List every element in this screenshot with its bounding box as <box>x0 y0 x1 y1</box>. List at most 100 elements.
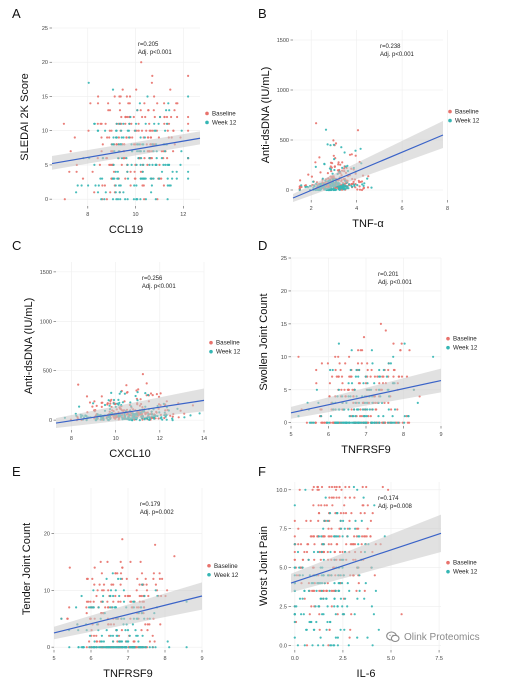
data-point-baseline <box>63 198 66 201</box>
data-point-week12 <box>319 415 323 418</box>
confidence-band <box>291 514 441 593</box>
data-point-week12 <box>336 535 340 538</box>
y-tick-label: 5.0 <box>279 566 287 572</box>
data-point-baseline <box>100 401 103 404</box>
regression-line <box>292 134 444 199</box>
data-point-week12 <box>118 392 121 395</box>
data-point-week12 <box>296 644 299 647</box>
data-point-week12 <box>134 129 137 132</box>
data-point-week12 <box>150 184 153 187</box>
data-point-baseline <box>106 600 109 603</box>
data-point-week12 <box>348 589 351 593</box>
data-point-baseline <box>392 342 395 345</box>
data-point-baseline <box>361 535 364 538</box>
data-point-week12 <box>141 170 144 173</box>
data-point-week12 <box>341 421 345 424</box>
data-point-baseline <box>138 594 141 598</box>
data-point-week12 <box>102 640 105 643</box>
data-point-week12 <box>111 606 114 609</box>
data-point-week12 <box>344 187 347 190</box>
data-point-baseline <box>348 355 351 358</box>
data-point-week12 <box>319 636 322 639</box>
data-point-week12 <box>344 165 347 168</box>
x-tick-label: 9 <box>200 656 203 662</box>
data-point-week12 <box>324 496 327 499</box>
data-point-week12 <box>161 418 164 421</box>
data-point-week12 <box>354 421 358 424</box>
data-point-baseline <box>135 88 138 91</box>
data-point-week12 <box>362 421 366 424</box>
data-point-baseline <box>88 401 92 404</box>
data-point-week12 <box>139 198 142 201</box>
data-point-week12 <box>110 646 113 649</box>
data-point-baseline <box>155 393 158 396</box>
data-point-baseline <box>314 421 317 424</box>
data-point-baseline <box>353 496 356 499</box>
y-tick-label: 5 <box>45 163 48 169</box>
data-point-week12 <box>119 577 122 581</box>
data-point-week12 <box>334 421 337 424</box>
data-point-week12 <box>393 408 397 411</box>
data-point-week12 <box>160 170 164 173</box>
data-point-week12 <box>105 577 108 581</box>
y-tick-label: 1000 <box>40 319 52 325</box>
data-point-week12 <box>136 109 139 112</box>
data-point-baseline <box>335 496 338 499</box>
data-point-week12 <box>118 646 121 649</box>
data-point-baseline <box>390 408 393 411</box>
chart-panel-f: 0.0 2.5 5.0 7.5 0.0 2.5 5.0 7.5 10.0 IL-6 Worst Jo… <box>258 464 478 680</box>
data-point-baseline <box>384 329 387 332</box>
data-point-baseline <box>338 496 341 499</box>
data-point-week12 <box>311 421 314 424</box>
data-point-baseline <box>327 527 330 530</box>
data-point-baseline <box>125 384 128 387</box>
data-point-week12 <box>365 421 368 424</box>
data-point-week12 <box>308 421 311 424</box>
data-point-week12 <box>148 157 151 160</box>
data-point-week12 <box>120 136 123 139</box>
data-point-week12 <box>371 421 374 424</box>
data-point-week12 <box>339 597 342 600</box>
data-point-baseline <box>154 543 157 546</box>
data-point-baseline <box>348 636 351 639</box>
y-tick-label: 2.5 <box>279 604 287 610</box>
data-point-week12 <box>356 597 359 600</box>
legend-marker <box>205 111 209 116</box>
data-point-baseline <box>348 375 351 378</box>
data-point-baseline <box>169 414 172 417</box>
data-point-baseline <box>367 175 370 178</box>
data-point-week12 <box>115 122 118 125</box>
data-point-week12 <box>87 184 90 187</box>
data-point-baseline <box>132 115 135 119</box>
data-point-baseline <box>363 535 366 538</box>
data-point-baseline <box>325 589 328 593</box>
data-point-baseline <box>309 519 312 523</box>
data-point-week12 <box>112 402 115 405</box>
data-point-week12 <box>136 399 139 402</box>
data-point-week12 <box>112 163 115 166</box>
data-point-week12 <box>125 646 128 649</box>
data-point-week12 <box>326 605 329 608</box>
regression-line <box>55 399 205 424</box>
data-point-week12 <box>118 401 121 404</box>
data-point-week12 <box>135 198 138 201</box>
data-point-baseline <box>338 362 341 365</box>
data-point-baseline <box>387 368 390 372</box>
data-point-baseline <box>98 583 101 586</box>
y-tick-label: 20 <box>44 531 50 537</box>
data-point-baseline <box>351 388 354 391</box>
data-point-week12 <box>165 122 169 125</box>
data-point-baseline <box>109 191 112 194</box>
data-point-week12 <box>112 136 115 139</box>
data-point-baseline <box>141 373 144 376</box>
data-point-baseline <box>356 188 359 191</box>
regression-line <box>290 532 442 584</box>
data-point-baseline <box>146 163 149 166</box>
data-point-week12 <box>302 613 305 616</box>
data-point-week12 <box>127 640 130 643</box>
data-point-baseline <box>320 362 323 365</box>
data-point-week12 <box>315 388 318 391</box>
legend-entry: Week 12 <box>214 572 239 579</box>
data-point-week12 <box>140 157 143 160</box>
